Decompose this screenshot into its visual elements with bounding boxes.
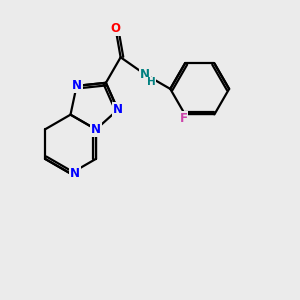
Text: N: N	[113, 103, 123, 116]
Text: N: N	[91, 123, 101, 136]
Text: N: N	[72, 80, 82, 92]
Text: N: N	[70, 167, 80, 180]
Text: F: F	[179, 112, 188, 125]
Text: N: N	[140, 68, 150, 81]
Text: O: O	[110, 22, 121, 35]
Text: H: H	[147, 77, 156, 87]
